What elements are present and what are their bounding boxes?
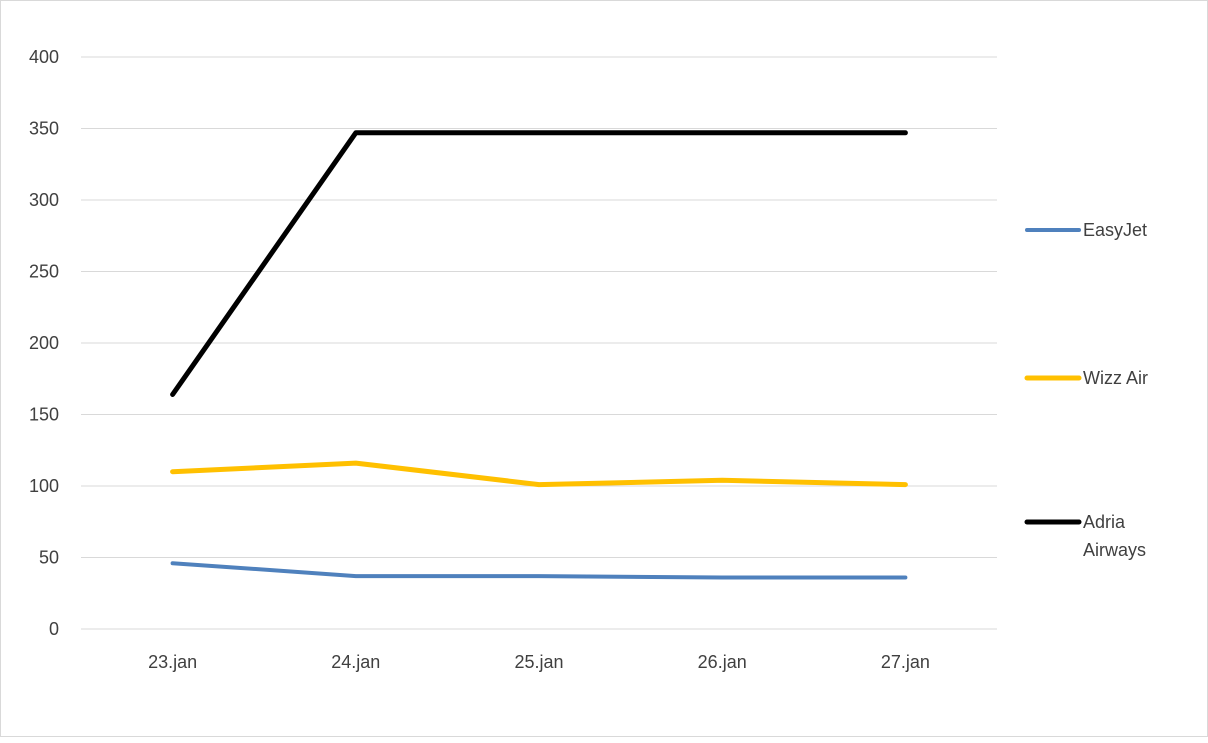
y-tick-label: 100 (29, 476, 59, 496)
legend: EasyJet Wizz Air Adria Airways (1024, 220, 1148, 560)
series-line-wizz-air (170, 460, 908, 488)
y-tick-label: 300 (29, 190, 59, 210)
x-tick-label: 23.jan (148, 652, 197, 672)
y-tick-label: 200 (29, 333, 59, 353)
legend-item-easyjet: EasyJet (1025, 220, 1147, 240)
gridlines (81, 56, 997, 630)
y-tick-label: 0 (49, 619, 59, 639)
x-tick-label: 25.jan (514, 652, 563, 672)
legend-item-wizz-air: Wizz Air (1024, 368, 1148, 388)
x-tick-label: 24.jan (331, 652, 380, 672)
x-tick-label: 26.jan (698, 652, 747, 672)
series-line-easyjet (170, 561, 908, 580)
legend-label: Airways (1083, 540, 1146, 560)
y-tick-label: 150 (29, 405, 59, 425)
x-tick-label: 27.jan (881, 652, 930, 672)
legend-item-adria-airways: Adria Airways (1024, 512, 1146, 560)
y-tick-label: 350 (29, 119, 59, 139)
legend-label: Wizz Air (1083, 368, 1148, 388)
y-tick-label: 250 (29, 262, 59, 282)
legend-label: Adria (1083, 512, 1126, 532)
y-axis-tick-labels: 0 50 100 150 200 250 300 350 400 (29, 47, 59, 639)
series-lines (170, 130, 908, 580)
y-tick-label: 50 (39, 548, 59, 568)
y-tick-label: 400 (29, 47, 59, 67)
legend-label: EasyJet (1083, 220, 1147, 240)
series-line-adria-airways (170, 130, 908, 397)
x-axis-tick-labels: 23.jan 24.jan 25.jan 26.jan 27.jan (148, 652, 930, 672)
